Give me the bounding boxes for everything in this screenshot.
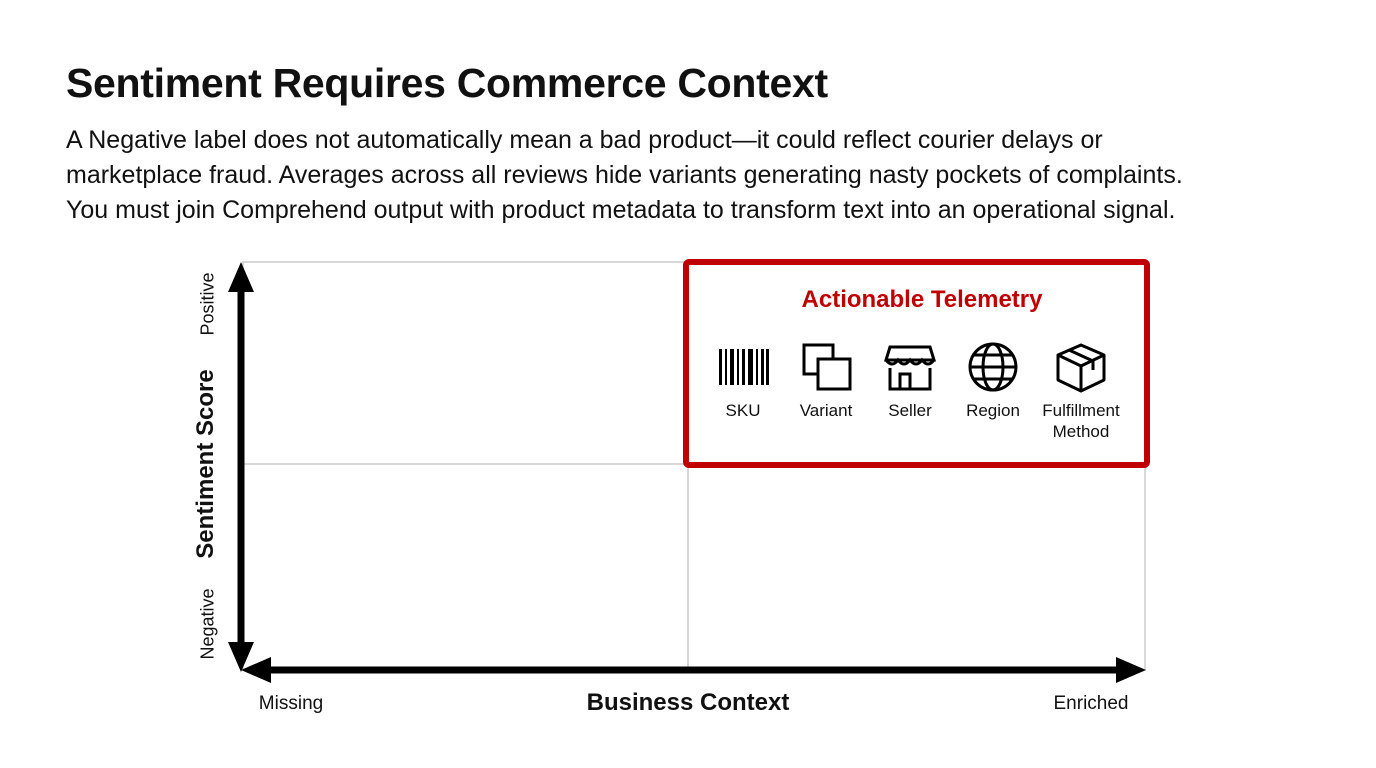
x-axis-right: Enriched (1053, 693, 1129, 714)
fulfillment-icon (1056, 343, 1106, 393)
x-axis-arrow (241, 657, 1146, 683)
item-label: Region (966, 401, 1020, 420)
item-label: SKU (725, 401, 761, 420)
body-line: A Negative label does not automatically … (66, 126, 1103, 154)
item-label: Fulfillment Method (1042, 401, 1120, 441)
y-axis-arrow (228, 262, 254, 672)
body-line: You must join Comprehend output with pro… (66, 196, 1176, 224)
variant-icon (802, 343, 852, 391)
x-axis-left: Missing (258, 693, 324, 714)
item-label: Seller (888, 401, 932, 420)
seller-icon (883, 345, 937, 391)
highlight-title: Actionable Telemetry (801, 286, 1043, 313)
x-axis-label: Business Context (586, 689, 790, 716)
region-icon (968, 342, 1018, 392)
y-axis-label: Sentiment Score (192, 369, 219, 559)
body-line: marketplace fraud. Averages across all r… (66, 161, 1183, 189)
title: Sentiment Requires Commerce Context (66, 60, 828, 106)
item-label: Variant (799, 401, 853, 420)
y-axis-bottom: Negative (197, 588, 218, 660)
y-axis-top: Positive (197, 272, 218, 336)
barcode-icon (719, 349, 769, 385)
